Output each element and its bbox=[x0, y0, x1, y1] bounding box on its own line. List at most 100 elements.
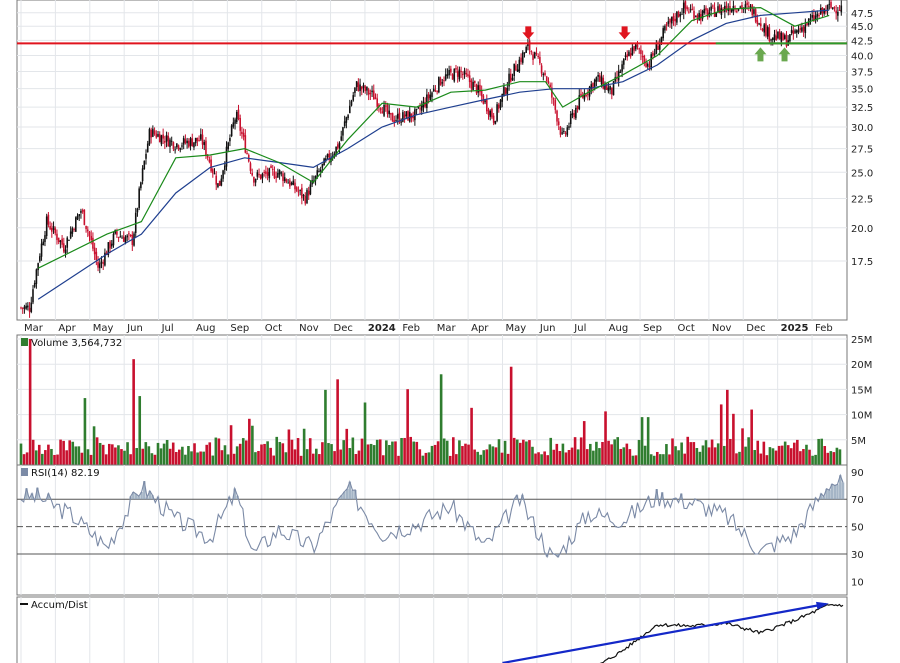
candle-body bbox=[778, 31, 781, 40]
volume-bar bbox=[232, 453, 236, 465]
candle-body bbox=[88, 231, 91, 236]
candle-body bbox=[448, 70, 450, 76]
candle-body bbox=[225, 146, 228, 167]
candle-body bbox=[23, 306, 26, 309]
candle-body bbox=[444, 74, 447, 80]
candle-body bbox=[133, 233, 135, 246]
price-x-tick: Jun bbox=[126, 323, 143, 334]
price-x-tick: Oct bbox=[677, 323, 694, 334]
candle-body bbox=[771, 37, 774, 40]
candle-body bbox=[840, 5, 843, 13]
volume-bar bbox=[372, 445, 376, 465]
candle-body bbox=[768, 27, 771, 41]
candle-body bbox=[270, 165, 272, 168]
candle-body bbox=[484, 100, 486, 103]
candle-body bbox=[587, 93, 589, 95]
up-arrow-marker bbox=[754, 47, 767, 62]
candle-body bbox=[340, 136, 343, 141]
candle-body bbox=[289, 180, 291, 187]
candle-body bbox=[770, 39, 772, 41]
candle-body bbox=[271, 169, 274, 171]
volume-bar bbox=[461, 446, 464, 465]
candle-body bbox=[59, 240, 62, 243]
rsi-panel: 10 30 50 70 90 RSI(14) 82.19 bbox=[16, 464, 864, 596]
candle-body bbox=[90, 235, 93, 241]
volume-bar bbox=[506, 453, 510, 465]
volume-bar bbox=[345, 428, 349, 465]
volume-grid bbox=[17, 335, 847, 465]
volume-bar bbox=[792, 442, 796, 465]
candle-body bbox=[402, 112, 404, 122]
candle-body bbox=[544, 72, 546, 76]
candle-body bbox=[655, 43, 658, 54]
candle-body bbox=[605, 84, 608, 90]
volume-bar bbox=[244, 440, 248, 465]
price-x-tick: 2025 bbox=[781, 323, 809, 334]
price-y-tick: 35.0 bbox=[851, 85, 873, 96]
volume-bar bbox=[482, 450, 486, 465]
volume-bar bbox=[607, 440, 610, 465]
candle-body bbox=[342, 127, 344, 136]
candle-body bbox=[203, 142, 206, 146]
candle-body bbox=[301, 187, 303, 199]
candle-body bbox=[672, 15, 675, 21]
volume-bar bbox=[716, 443, 720, 465]
candle-body bbox=[593, 79, 596, 87]
volume-bar bbox=[47, 444, 50, 465]
candle-body bbox=[266, 172, 269, 176]
candle-body bbox=[657, 45, 659, 50]
candle-body bbox=[253, 177, 255, 183]
candle-body bbox=[350, 101, 353, 106]
candle-body bbox=[549, 84, 551, 88]
candle-body bbox=[450, 68, 452, 73]
candle-body bbox=[813, 14, 815, 21]
volume-bar bbox=[150, 453, 154, 465]
volume-bar bbox=[324, 389, 327, 465]
candle-body bbox=[42, 241, 45, 245]
candle-body bbox=[345, 117, 348, 123]
candle-body bbox=[100, 261, 103, 264]
candle-body bbox=[215, 175, 218, 185]
volume-bar bbox=[531, 446, 534, 465]
volume-bar bbox=[156, 442, 160, 465]
candle-body bbox=[790, 29, 793, 34]
price-y-tick: 17.5 bbox=[851, 257, 873, 268]
accum-dist-series-line bbox=[599, 603, 844, 663]
candle-body bbox=[837, 11, 839, 16]
volume-bar bbox=[238, 443, 242, 465]
candle-body bbox=[592, 83, 594, 89]
candle-body bbox=[521, 52, 524, 63]
candle-body bbox=[775, 35, 778, 40]
candle-body bbox=[597, 74, 599, 77]
volume-bar bbox=[168, 448, 172, 465]
volume-bar bbox=[719, 404, 723, 465]
candle-body bbox=[379, 108, 382, 111]
candle-body bbox=[545, 76, 548, 82]
candle-body bbox=[20, 307, 22, 309]
volume-bar bbox=[473, 449, 476, 465]
candle-body bbox=[193, 142, 195, 148]
volume-bar bbox=[235, 446, 239, 465]
volume-bar bbox=[418, 449, 422, 465]
candle-body bbox=[811, 15, 813, 18]
volume-bar bbox=[735, 453, 738, 465]
candle-body bbox=[237, 109, 240, 120]
volume-bar bbox=[838, 449, 842, 465]
candle-body bbox=[736, 11, 738, 13]
candle-body bbox=[182, 137, 185, 145]
candle-body bbox=[754, 9, 757, 22]
candle-body bbox=[235, 111, 238, 123]
candle-body bbox=[816, 13, 819, 17]
candle-body bbox=[838, 9, 841, 11]
volume-bar bbox=[835, 447, 839, 465]
candle-body bbox=[307, 190, 310, 196]
volume-bar bbox=[171, 442, 175, 465]
volume-legend-swatch bbox=[21, 338, 28, 346]
volume-bar bbox=[500, 452, 504, 465]
candle-body bbox=[653, 53, 656, 55]
candle-body bbox=[609, 85, 611, 90]
candle-body bbox=[265, 171, 267, 174]
candle-body bbox=[575, 108, 577, 119]
rsi-y-tick: 50 bbox=[851, 523, 864, 534]
candle-body bbox=[188, 140, 190, 147]
